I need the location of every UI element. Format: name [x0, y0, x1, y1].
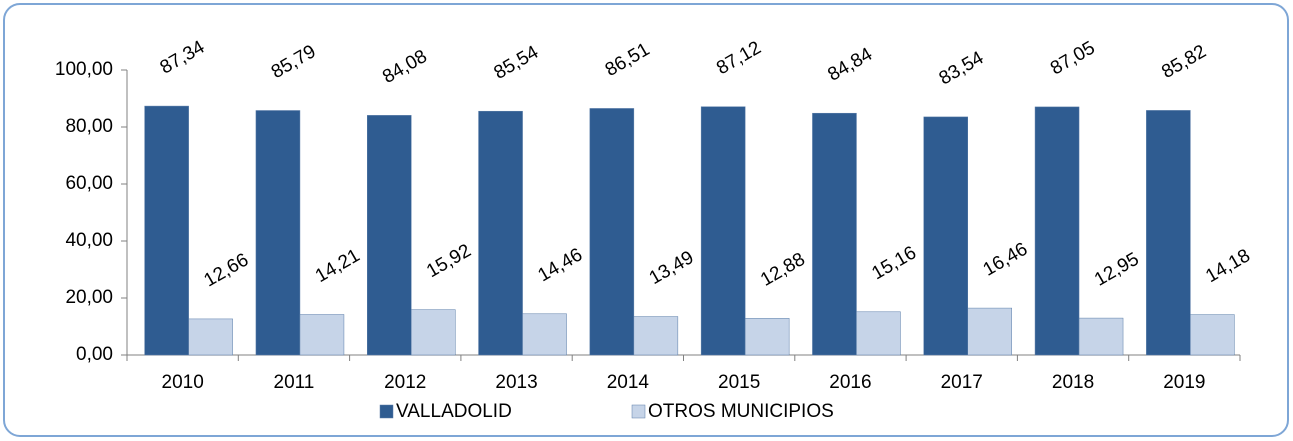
legend-swatch — [631, 404, 646, 419]
x-tick-label: 2019 — [1163, 372, 1205, 393]
bar — [1034, 106, 1080, 356]
legend-label: VALLADOLID — [396, 401, 512, 422]
bar — [700, 106, 746, 356]
bar — [255, 110, 301, 356]
bar — [299, 314, 345, 356]
x-tick-label: 2013 — [495, 372, 537, 393]
x-tick-label: 2014 — [607, 372, 650, 393]
bar — [967, 307, 1012, 356]
x-tick-label: 2010 — [162, 372, 204, 393]
legend-swatch — [379, 404, 394, 419]
bar — [744, 318, 790, 356]
bar — [856, 311, 901, 356]
bar — [144, 105, 189, 356]
bar — [411, 309, 456, 356]
y-tick-label: 100,00 — [55, 59, 113, 80]
bar — [1078, 317, 1124, 356]
bar — [589, 108, 635, 356]
x-tick-label: 2016 — [829, 372, 871, 393]
x-tick-label: 2018 — [1052, 372, 1094, 393]
y-tick-label: 60,00 — [65, 173, 113, 194]
bar — [188, 318, 233, 356]
bar — [923, 116, 968, 356]
legend-label: OTROS MUNICIPIOS — [648, 401, 834, 422]
y-tick-label: 80,00 — [65, 116, 113, 137]
y-tick-label: 40,00 — [65, 230, 113, 251]
x-tick-label: 2011 — [274, 372, 315, 393]
bar — [1146, 110, 1191, 356]
y-tick-label: 0,00 — [76, 344, 113, 365]
bar — [633, 316, 679, 356]
bar — [522, 313, 567, 356]
x-tick-label: 2015 — [718, 372, 760, 393]
bar — [1190, 314, 1235, 356]
x-tick-label: 2017 — [941, 372, 983, 393]
bar — [812, 112, 857, 356]
bar — [478, 110, 523, 356]
y-tick-label: 20,00 — [65, 287, 113, 308]
bar — [367, 115, 412, 356]
x-tick-label: 2012 — [384, 372, 426, 393]
